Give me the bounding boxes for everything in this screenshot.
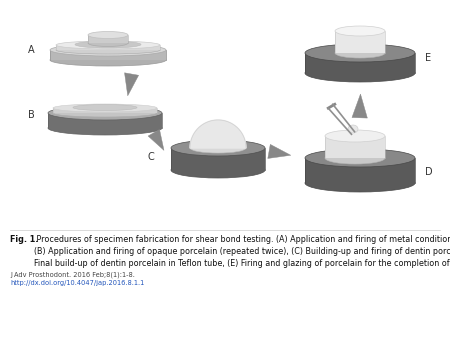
- PathPatch shape: [50, 50, 166, 60]
- Ellipse shape: [325, 152, 385, 164]
- Ellipse shape: [53, 109, 157, 117]
- PathPatch shape: [305, 158, 415, 183]
- Polygon shape: [125, 73, 139, 96]
- Ellipse shape: [75, 41, 141, 48]
- Ellipse shape: [48, 121, 162, 135]
- Ellipse shape: [56, 41, 160, 49]
- Ellipse shape: [305, 149, 415, 167]
- PathPatch shape: [56, 45, 160, 50]
- PathPatch shape: [335, 31, 385, 53]
- Text: Fig. 1.: Fig. 1.: [10, 235, 38, 244]
- Text: J Adv Prosthodont. 2016 Feb;8(1):1-8.: J Adv Prosthodont. 2016 Feb;8(1):1-8.: [10, 271, 135, 277]
- Ellipse shape: [305, 44, 415, 62]
- Polygon shape: [352, 94, 367, 118]
- PathPatch shape: [325, 136, 385, 158]
- Ellipse shape: [88, 31, 128, 39]
- Polygon shape: [190, 120, 246, 148]
- PathPatch shape: [305, 53, 415, 73]
- Ellipse shape: [50, 54, 166, 66]
- Text: B: B: [28, 110, 35, 120]
- Text: E: E: [425, 53, 431, 63]
- Ellipse shape: [53, 104, 157, 112]
- PathPatch shape: [48, 113, 162, 128]
- Ellipse shape: [56, 46, 160, 54]
- Text: http://dx.doi.org/10.4047/jap.2016.8.1.1: http://dx.doi.org/10.4047/jap.2016.8.1.1: [10, 280, 144, 286]
- Ellipse shape: [305, 174, 415, 192]
- Polygon shape: [148, 129, 164, 150]
- Ellipse shape: [325, 130, 385, 142]
- Ellipse shape: [305, 64, 415, 82]
- Text: C: C: [148, 152, 155, 162]
- Text: A: A: [28, 45, 35, 55]
- Ellipse shape: [73, 104, 137, 111]
- Ellipse shape: [335, 48, 385, 58]
- Ellipse shape: [190, 143, 246, 153]
- Ellipse shape: [171, 140, 265, 156]
- PathPatch shape: [171, 148, 265, 170]
- Ellipse shape: [348, 125, 358, 133]
- PathPatch shape: [53, 108, 157, 113]
- Polygon shape: [268, 144, 291, 159]
- Text: Procedures of specimen fabrication for shear bond testing. (A) Application and f: Procedures of specimen fabrication for s…: [34, 235, 450, 268]
- Ellipse shape: [71, 109, 139, 116]
- Ellipse shape: [50, 44, 166, 56]
- Ellipse shape: [88, 40, 128, 47]
- Ellipse shape: [171, 162, 265, 178]
- Text: D: D: [425, 167, 432, 177]
- Ellipse shape: [335, 26, 385, 36]
- PathPatch shape: [88, 35, 128, 43]
- Ellipse shape: [48, 106, 162, 120]
